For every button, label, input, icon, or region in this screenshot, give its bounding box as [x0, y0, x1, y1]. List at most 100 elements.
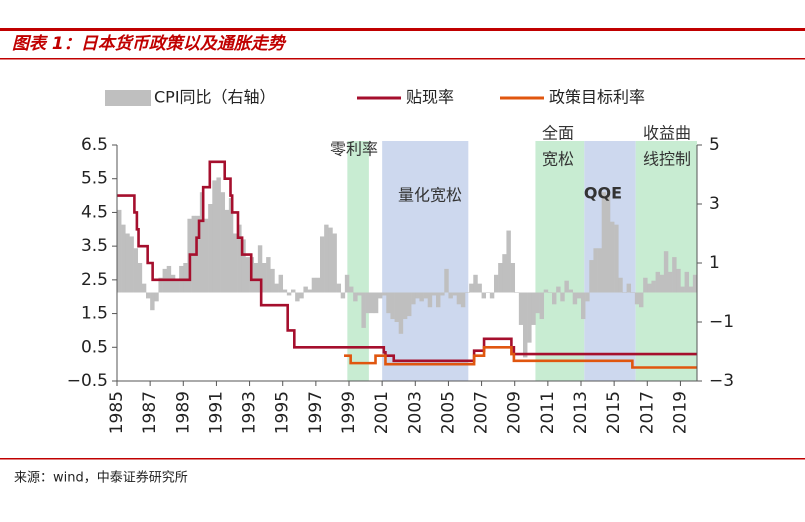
cpi-bar [444, 268, 449, 293]
cpi-bar [589, 260, 594, 293]
x-tick-label: 1987 [140, 391, 160, 434]
cpi-bar [141, 283, 147, 293]
legend-label: 政策目标利率 [549, 88, 645, 107]
cpi-bar [556, 286, 561, 293]
x-tick-label: 2013 [571, 391, 591, 434]
y2-tick-label: 3 [709, 194, 720, 214]
cpi-bar [411, 292, 416, 305]
cpi-bar [663, 251, 669, 293]
cpi-bar [506, 230, 511, 293]
y-tick-label: 2.5 [81, 270, 108, 290]
cpi-bar [605, 195, 611, 293]
y-tick-label: 3.5 [81, 236, 108, 256]
cpi-bar [518, 292, 524, 325]
header-rule [0, 58, 805, 60]
cpi-bar [489, 292, 495, 299]
cpi-bar [398, 292, 404, 334]
y-tick-label: 5.5 [81, 169, 108, 189]
y2-tick-label: 1 [709, 253, 720, 273]
cpi-bar [643, 277, 648, 293]
policy-region [535, 141, 585, 381]
cpi-bar [386, 292, 391, 314]
cpi-bar [133, 248, 139, 293]
x-tick-label: 1989 [173, 391, 193, 434]
cpi-bar [626, 283, 632, 293]
cpi-bar [303, 286, 308, 293]
cpi-bar [469, 283, 474, 293]
cpi-bar [233, 233, 238, 293]
cpi-bar [154, 292, 159, 302]
cpi-bar [216, 177, 221, 293]
cpi-bar [680, 286, 685, 293]
cpi-bar [228, 198, 234, 293]
rate-line [344, 345, 697, 369]
header-rule [0, 28, 805, 31]
cpi-bar [427, 292, 433, 308]
x-tick-label: 1993 [240, 391, 260, 434]
cpi-bar [564, 280, 569, 293]
cpi-bar [601, 192, 607, 293]
cpi-bar [208, 204, 213, 293]
region-label: 全面 [542, 124, 574, 143]
cpi-bar [610, 221, 615, 293]
cpi-bar [440, 292, 445, 296]
legend-label: CPI同比（右轴） [154, 88, 276, 107]
cpi-bar [552, 292, 557, 305]
cpi-bar [568, 289, 574, 293]
x-tick-label: 2005 [438, 391, 458, 434]
cpi-bar [402, 292, 408, 320]
cpi-bar [253, 263, 259, 293]
x-tick-label: 1995 [273, 391, 293, 434]
cpi-bar [436, 292, 441, 308]
region-label: 收益曲 [643, 124, 691, 143]
cpi-bar [125, 233, 130, 293]
cpi-bar [224, 209, 230, 293]
cpi-bar [523, 292, 528, 358]
cpi-bar [150, 292, 155, 311]
cpi-bar [195, 215, 201, 293]
cpi-bar [129, 236, 134, 293]
cpi-bar [547, 292, 553, 293]
cpi-bar [618, 277, 623, 293]
cpi-bar [373, 292, 379, 314]
x-tick-label: 1985 [107, 391, 127, 434]
cpi-bar [344, 274, 350, 293]
cpi-bar [684, 271, 690, 293]
cpi-bar [336, 283, 342, 293]
cpi-bar [452, 292, 458, 296]
cpi-bar [581, 292, 586, 320]
cpi-bar [175, 280, 180, 293]
source-note: 来源：wind，中泰证券研究所 [14, 470, 188, 486]
cpi-bar [576, 292, 582, 299]
cpi-bar [199, 192, 205, 293]
cpi-bar [357, 292, 362, 296]
y2-tick-label: 5 [709, 135, 720, 155]
x-tick-label: 2011 [538, 391, 558, 434]
cpi-bar [295, 292, 300, 302]
cpi-bar [311, 277, 317, 293]
cpi-bar [485, 292, 491, 293]
x-tick-label: 2017 [637, 391, 657, 434]
legend-swatch [105, 90, 151, 106]
cpi-bar [510, 263, 516, 293]
cpi-bar [291, 289, 296, 293]
cpi-bar [639, 292, 644, 308]
policy-region [382, 141, 469, 381]
cpi-bar [659, 274, 665, 293]
region-label: 零利率 [330, 140, 378, 159]
cpi-bar [560, 292, 565, 302]
cpi-bar [282, 289, 288, 293]
cpi-bar [481, 292, 487, 299]
y-tick-label: 0.5 [81, 337, 108, 357]
cpi-bar [572, 292, 578, 305]
cpi-bar [270, 268, 275, 293]
cpi-bar [299, 292, 304, 299]
cpi-bar [692, 274, 698, 293]
x-tick-label: 2015 [604, 391, 624, 434]
cpi-bar [688, 286, 694, 293]
cpi-bar [477, 283, 482, 293]
cpi-bar [241, 239, 246, 293]
cpi-bar [514, 292, 520, 293]
cpi-bar [502, 254, 507, 293]
y2-tick-label: −3 [709, 371, 734, 391]
